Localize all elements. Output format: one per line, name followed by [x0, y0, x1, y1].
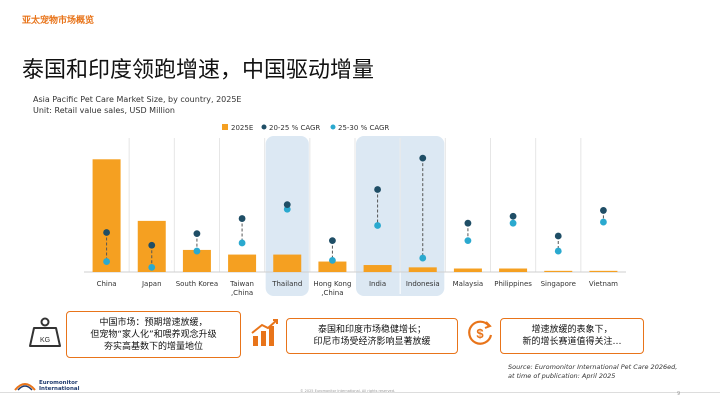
cagr-2530-dot-3 [238, 239, 246, 247]
category-label-9: Philippines [494, 280, 532, 288]
chart-title: Asia Pacific Pet Care Market Size, by co… [33, 95, 242, 104]
callout-china: 中国市场：预期增速放缓， 但宠物“家人化”和喂养观念升级 夯实高基数下的增量地位 [66, 311, 241, 358]
cagr-2530-dot-1 [148, 263, 156, 271]
cagr-2025-dot-2 [193, 230, 201, 238]
dollar-down-icon: $ [465, 318, 495, 352]
legend-dot-cagr-2025 [261, 124, 267, 130]
bar-4 [273, 254, 302, 272]
cagr-2025-dot-1 [148, 241, 156, 249]
cagr-2025-dot-5 [329, 237, 336, 245]
cagr-2530-dot-6 [374, 222, 381, 229]
callout-new-tracks: 增速放缓的表象下， 新的增长赛道值得关注… [500, 318, 644, 354]
cagr-2530-dot-9 [509, 219, 517, 227]
category-label-11: Vietnam [589, 280, 618, 288]
category-label-5: Hong Kong ,China [313, 280, 351, 297]
category-label-8: Malaysia [453, 280, 484, 288]
cagr-2530-dot-10 [554, 247, 562, 255]
cagr-2530-dot-4 [283, 205, 291, 213]
category-label-1: Japan [141, 280, 162, 288]
cagr-2025-dot-0 [103, 229, 110, 236]
bar-9 [499, 268, 528, 272]
legend-dot-cagr-2530 [330, 124, 336, 130]
legend-label-cagr-2025: 20-25 % CAGR [269, 124, 320, 132]
cagr-2025-dot-3 [238, 215, 246, 222]
bar-5 [318, 261, 347, 272]
bar-growth-icon [250, 318, 280, 352]
euromonitor-logo: Euromonitor International [14, 380, 79, 392]
logo-mark-icon [14, 383, 36, 391]
cagr-2530-dot-0 [103, 258, 110, 265]
legend-label-2025e: 2025E [231, 124, 253, 132]
source-note: Source: Euromonitor International Pet Ca… [508, 363, 677, 381]
bar-2 [182, 249, 211, 272]
bar-8 [453, 268, 482, 272]
bar-10 [544, 270, 573, 272]
category-label-6: India [369, 280, 386, 288]
legend-swatch-2025e [222, 124, 228, 130]
bar-11 [589, 270, 618, 272]
page-number: 9 [677, 391, 681, 397]
footer-divider [0, 392, 720, 393]
bar-6 [363, 265, 392, 272]
callout-thailand-india: 泰国和印度市场稳健增长； 印尼市场受经济影响显著放缓 [286, 318, 458, 354]
source-line-1: Source: Euromonitor International Pet Ca… [508, 363, 678, 371]
page-title: 泰国和印度领跑增速，中国驱动增量 [22, 58, 375, 83]
cagr-2025-dot-11 [600, 207, 607, 214]
cagr-2025-dot-4 [283, 201, 291, 209]
svg-text:$: $ [476, 326, 484, 341]
category-label-4: Thailand [271, 280, 302, 288]
cagr-2025-dot-7 [419, 154, 427, 162]
cagr-2025-dot-6 [374, 186, 381, 193]
chart-unit: Unit: Retail value sales, USD Million [33, 106, 175, 115]
bar-3 [228, 254, 257, 272]
category-label-0: China [97, 280, 117, 288]
legend-label-cagr-2530: 25-30 % CAGR [338, 124, 389, 132]
category-label-10: Singapore [541, 280, 576, 288]
weight-icon: KG [28, 316, 62, 354]
svg-text:KG: KG [40, 337, 50, 344]
section-tag: 亚太宠物市场概览 [22, 16, 95, 26]
bar-7 [408, 267, 437, 272]
cagr-2025-dot-10 [554, 232, 562, 240]
category-label-7: Indonesia [406, 280, 440, 288]
source-line-2: at time of publication: April 2025 [508, 372, 616, 380]
cagr-2530-dot-2 [193, 247, 201, 255]
cagr-2530-dot-5 [329, 256, 336, 264]
copyright-text: © 2025 Euromonitor International. All ri… [300, 389, 396, 393]
cagr-2025-dot-8 [464, 219, 472, 227]
cagr-2530-dot-7 [419, 254, 427, 262]
cagr-2025-dot-9 [509, 212, 517, 220]
cagr-2530-dot-11 [600, 218, 607, 226]
cagr-2530-dot-8 [464, 237, 472, 245]
category-label-3: Taiwan ,China [229, 280, 254, 297]
chart-subtitle: Asia Pacific Pet Care Market Size, by co… [33, 94, 241, 116]
category-label-2: South Korea [176, 280, 218, 288]
